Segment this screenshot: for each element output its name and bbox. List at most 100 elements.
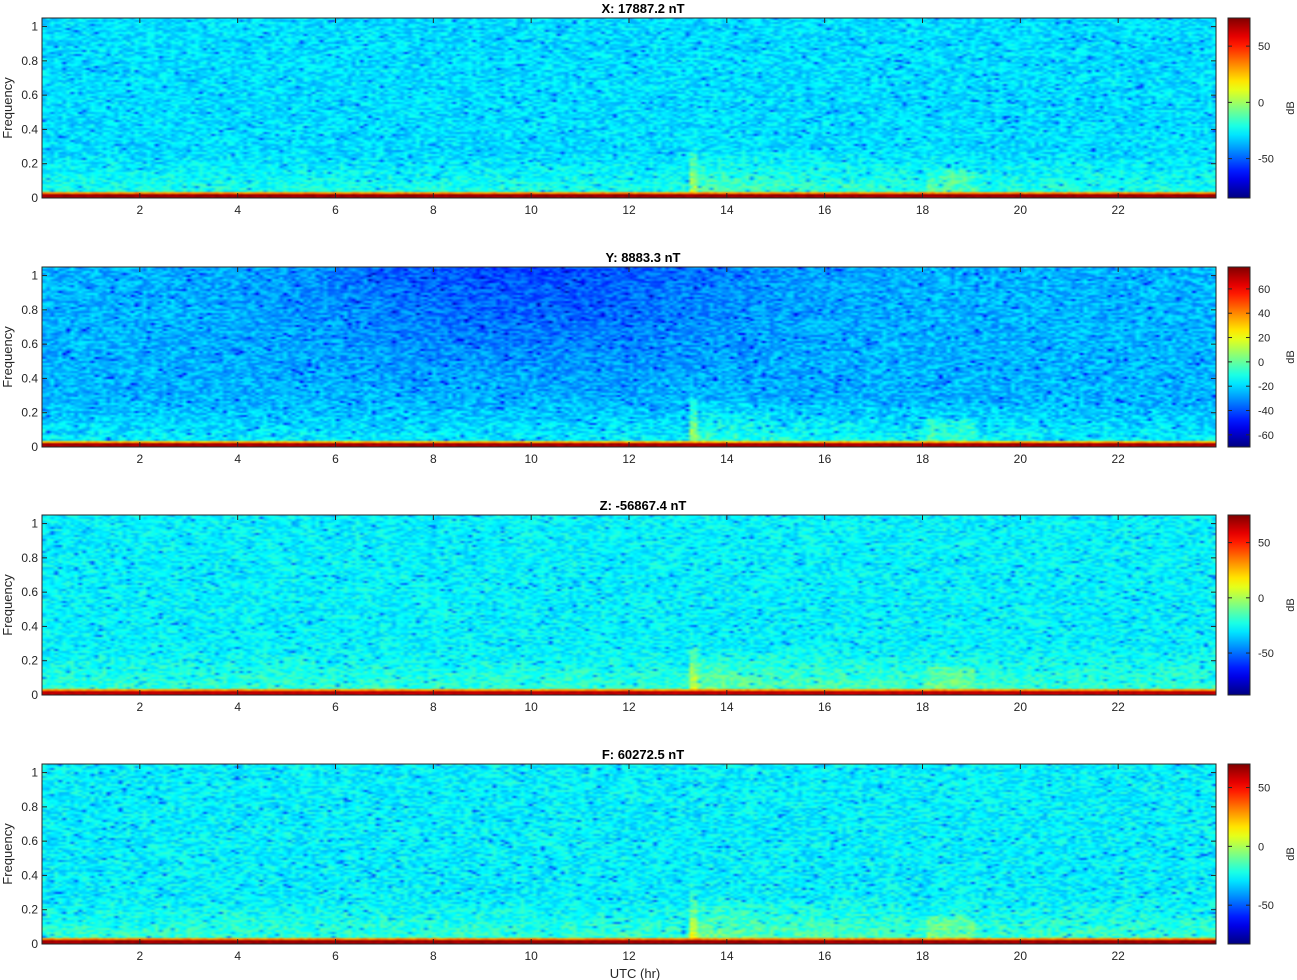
x-axis-label: UTC (hr)	[610, 966, 661, 980]
y-tick-label: 1	[31, 20, 38, 34]
colorbar-tick-label: 40	[1258, 308, 1270, 320]
x-tick-label: 20	[1014, 949, 1028, 963]
x-tick-label: 2	[136, 700, 143, 714]
y-tick-label: 0.6	[21, 585, 38, 599]
x-tick-label: 12	[622, 700, 636, 714]
x-tick-label: 6	[332, 700, 339, 714]
x-tick-label: 22	[1111, 949, 1125, 963]
x-tick-label: 22	[1111, 700, 1125, 714]
colorbar-label: dB	[1285, 101, 1297, 114]
x-tick-label: 18	[916, 700, 930, 714]
x-tick-label: 8	[430, 949, 437, 963]
x-tick-label: 2	[136, 203, 143, 217]
colorbar-tick-label: -50	[1258, 900, 1274, 912]
x-tick-label: 20	[1014, 203, 1028, 217]
colorbar-tick-label: 0	[1258, 97, 1264, 109]
colorbar-tick-label: 60	[1258, 284, 1270, 296]
y-tick-label: 0.6	[21, 834, 38, 848]
x-tick-label: 14	[720, 949, 734, 963]
x-tick-label: 6	[332, 203, 339, 217]
x-tick-label: 4	[234, 452, 241, 466]
x-tick-label: 4	[234, 949, 241, 963]
y-tick-label: 0	[31, 937, 38, 951]
colorbar-tick-label: -40	[1258, 406, 1274, 418]
panel-title: X: 17887.2 nT	[601, 1, 684, 16]
x-tick-label: 14	[720, 700, 734, 714]
x-tick-label: 8	[430, 700, 437, 714]
colorbar-tick-label: -60	[1258, 430, 1274, 442]
x-tick-label: 18	[916, 203, 930, 217]
x-tick-label: 6	[332, 452, 339, 466]
y-axis-label: Frequency	[0, 823, 15, 885]
spectrogram-image	[42, 515, 1216, 695]
y-tick-label: 0.2	[21, 406, 38, 420]
y-tick-label: 0.8	[21, 303, 38, 317]
x-tick-label: 12	[622, 949, 636, 963]
colorbar-label: dB	[1285, 350, 1297, 363]
colorbar-label: dB	[1285, 598, 1297, 611]
x-tick-label: 10	[524, 949, 538, 963]
x-tick-label: 10	[524, 203, 538, 217]
panel-title: F: 60272.5 nT	[602, 747, 684, 762]
y-tick-label: 1	[31, 517, 38, 531]
colorbar	[1227, 17, 1251, 199]
x-tick-label: 20	[1014, 452, 1028, 466]
x-tick-label: 8	[430, 203, 437, 217]
y-tick-label: 0.4	[21, 371, 38, 385]
colorbar-tick-label: 0	[1258, 841, 1264, 853]
x-tick-label: 22	[1111, 452, 1125, 466]
x-tick-label: 4	[234, 203, 241, 217]
y-tick-label: 0.2	[21, 903, 38, 917]
x-tick-label: 18	[916, 452, 930, 466]
x-tick-label: 4	[234, 700, 241, 714]
spectrogram-image	[42, 764, 1216, 944]
colorbar-tick-label: 50	[1258, 783, 1270, 795]
colorbar-tick-label: 20	[1258, 333, 1270, 345]
y-tick-label: 0.4	[21, 868, 38, 882]
x-tick-label: 22	[1111, 203, 1125, 217]
colorbar	[1227, 763, 1251, 945]
x-tick-label: 16	[818, 452, 832, 466]
y-tick-label: 0	[31, 440, 38, 454]
spectrogram-image	[42, 18, 1216, 198]
colorbar-tick-label: 50	[1258, 41, 1270, 53]
x-tick-label: 12	[622, 452, 636, 466]
colorbar-tick-label: 50	[1258, 538, 1270, 550]
y-tick-label: 0.6	[21, 337, 38, 351]
y-tick-label: 0.6	[21, 88, 38, 102]
y-axis-label: Frequency	[0, 77, 15, 139]
y-tick-label: 0.8	[21, 54, 38, 68]
x-tick-label: 8	[430, 452, 437, 466]
y-tick-label: 1	[31, 269, 38, 283]
colorbar-tick-label: -20	[1258, 381, 1274, 393]
colorbar	[1227, 266, 1251, 448]
y-axis-label: Frequency	[0, 574, 15, 636]
y-tick-label: 0.2	[21, 157, 38, 171]
x-tick-label: 12	[622, 203, 636, 217]
panel-title: Z: -56867.4 nT	[600, 498, 687, 513]
spectrogram-image	[42, 267, 1216, 447]
panel-title: Y: 8883.3 nT	[606, 250, 681, 265]
colorbar	[1227, 514, 1251, 696]
x-tick-label: 20	[1014, 700, 1028, 714]
x-tick-label: 16	[818, 203, 832, 217]
y-tick-label: 0.2	[21, 654, 38, 668]
x-tick-label: 14	[720, 452, 734, 466]
colorbar-tick-label: -50	[1258, 154, 1274, 166]
colorbar-label: dB	[1285, 847, 1297, 860]
y-tick-label: 0.8	[21, 551, 38, 565]
x-tick-label: 2	[136, 452, 143, 466]
x-tick-label: 16	[818, 700, 832, 714]
x-tick-label: 14	[720, 203, 734, 217]
x-tick-label: 10	[524, 452, 538, 466]
colorbar-tick-label: 0	[1258, 357, 1264, 369]
y-axis-label: Frequency	[0, 326, 15, 388]
colorbar-tick-label: 0	[1258, 593, 1264, 605]
y-tick-label: 0	[31, 688, 38, 702]
y-tick-label: 1	[31, 766, 38, 780]
y-tick-label: 0	[31, 191, 38, 205]
x-tick-label: 18	[916, 949, 930, 963]
x-tick-label: 16	[818, 949, 832, 963]
y-tick-label: 0.4	[21, 619, 38, 633]
